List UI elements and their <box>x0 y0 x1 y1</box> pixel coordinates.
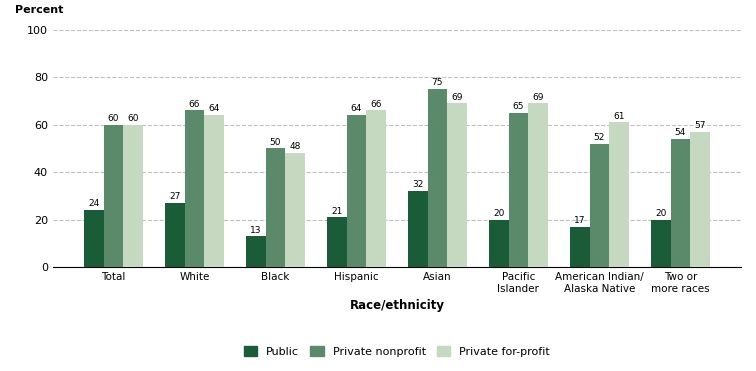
Bar <box>447 103 466 267</box>
Bar <box>509 113 528 267</box>
Bar <box>590 144 609 267</box>
Text: 61: 61 <box>613 112 624 121</box>
Bar <box>528 103 547 267</box>
Text: 75: 75 <box>432 78 443 88</box>
Bar <box>690 132 710 267</box>
Text: 52: 52 <box>593 133 605 142</box>
Legend: Public, Private nonprofit, Private for-profit: Public, Private nonprofit, Private for-p… <box>240 342 554 361</box>
Text: 32: 32 <box>412 180 423 190</box>
Bar <box>408 191 428 267</box>
Text: 69: 69 <box>532 93 544 102</box>
Bar <box>204 115 224 267</box>
Bar <box>104 125 123 267</box>
Text: 20: 20 <box>493 209 505 218</box>
Bar <box>184 111 204 267</box>
Text: 60: 60 <box>127 114 138 123</box>
Text: 54: 54 <box>675 128 686 137</box>
Bar <box>366 111 386 267</box>
Bar <box>327 217 347 267</box>
Bar <box>671 139 690 267</box>
Bar <box>570 227 590 267</box>
Bar <box>265 148 285 267</box>
Bar <box>166 203 184 267</box>
Bar <box>347 115 366 267</box>
Text: 65: 65 <box>513 102 524 111</box>
Bar <box>489 220 509 267</box>
Bar <box>285 153 305 267</box>
Bar <box>609 122 628 267</box>
Text: 66: 66 <box>188 100 200 109</box>
Text: 66: 66 <box>370 100 382 109</box>
Text: 64: 64 <box>351 105 362 114</box>
Text: 60: 60 <box>107 114 119 123</box>
Text: 17: 17 <box>575 216 586 225</box>
Text: 27: 27 <box>169 192 181 201</box>
Text: 13: 13 <box>250 226 262 234</box>
Text: 48: 48 <box>289 142 301 151</box>
Text: 20: 20 <box>655 209 667 218</box>
Text: 50: 50 <box>270 138 281 147</box>
Text: 24: 24 <box>88 200 100 209</box>
Text: 57: 57 <box>694 121 705 130</box>
Text: 69: 69 <box>451 93 463 102</box>
Bar <box>428 89 447 267</box>
Bar <box>123 125 143 267</box>
Bar <box>651 220 671 267</box>
X-axis label: Race/ethnicity: Race/ethnicity <box>349 299 445 312</box>
Bar <box>246 236 265 267</box>
Text: Percent: Percent <box>15 6 64 16</box>
Text: 21: 21 <box>331 207 342 216</box>
Text: 64: 64 <box>208 105 219 114</box>
Bar <box>84 210 104 267</box>
